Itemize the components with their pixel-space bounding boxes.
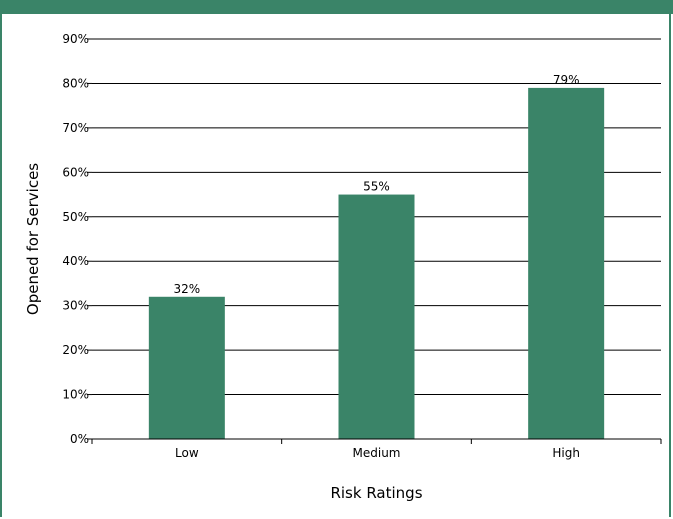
y-tick-label: 70%: [62, 121, 89, 135]
y-tick-label: 60%: [62, 165, 89, 179]
x-axis-ticks: Low Medium High: [91, 439, 662, 460]
data-label-low: 32%: [173, 282, 200, 296]
y-tick-label: 30%: [62, 299, 89, 313]
x-axis-title: Risk Ratings: [330, 484, 422, 502]
bar-high: [528, 87, 605, 439]
y-tick-label: 90%: [62, 32, 89, 46]
x-tick-label-high: High: [552, 446, 580, 460]
bar-medium: [338, 194, 415, 439]
data-label-high: 79%: [553, 73, 580, 87]
y-tick-label: 10%: [62, 388, 89, 402]
y-tick-label: 80%: [62, 76, 89, 90]
x-tick-label-medium: Medium: [353, 446, 401, 460]
y-tick-label: 20%: [62, 343, 89, 357]
y-tick-label: 40%: [62, 254, 89, 268]
bar-low: [148, 296, 225, 439]
x-tick-label-low: Low: [175, 446, 199, 460]
y-tick-label: 50%: [62, 210, 89, 224]
bars: [148, 87, 605, 439]
data-label-medium: 55%: [363, 180, 390, 194]
y-axis-title: Opened for Services: [24, 163, 42, 315]
y-axis-ticks: 0% 10% 20% 30% 40% 50% 60% 70% 80% 90%: [62, 32, 92, 446]
data-labels: 32% 55% 79%: [173, 73, 579, 296]
y-tick-label: 0%: [70, 432, 89, 446]
title-strip: [0, 0, 673, 14]
